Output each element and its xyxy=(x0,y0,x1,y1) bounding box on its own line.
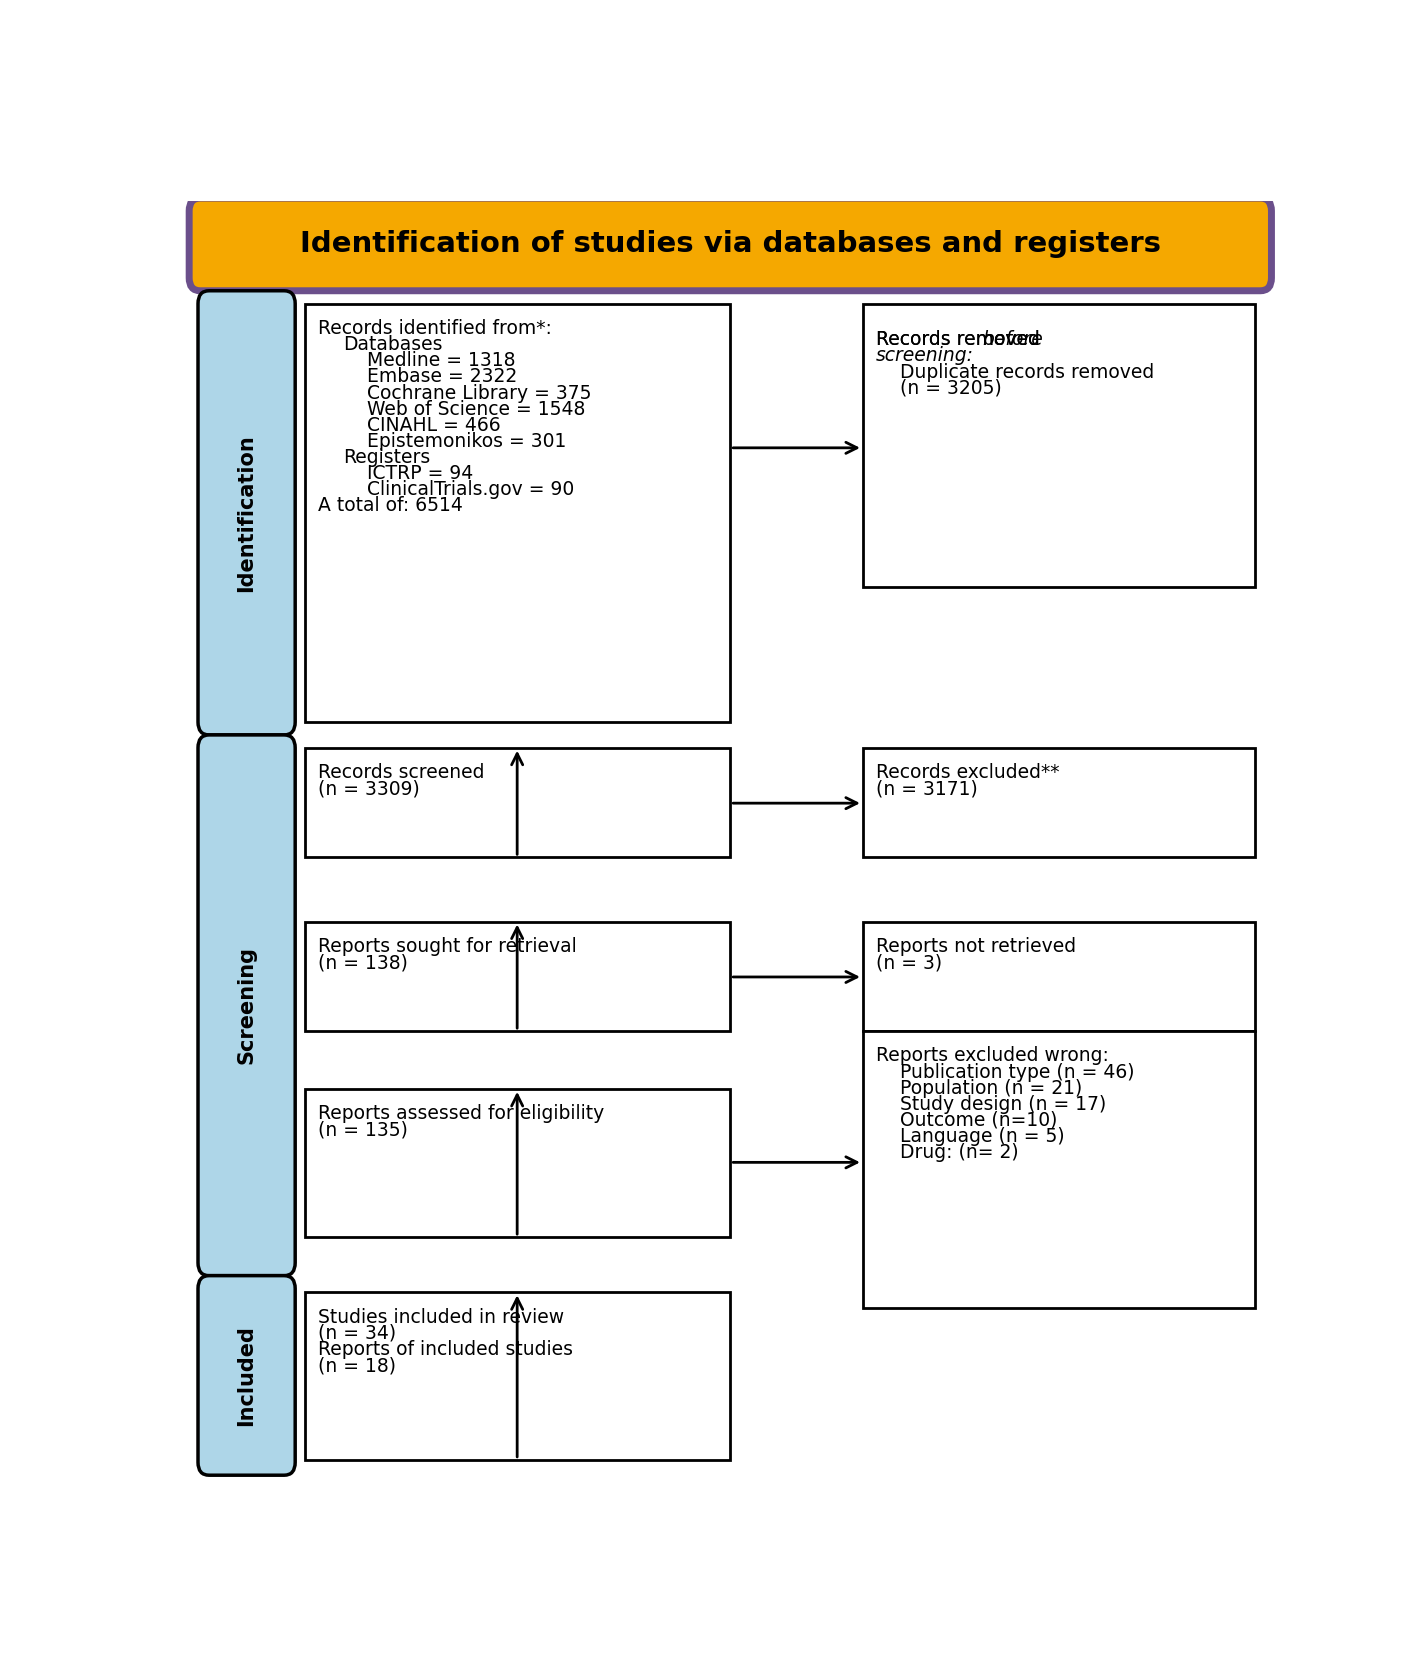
Text: ICTRP = 94: ICTRP = 94 xyxy=(368,465,473,483)
FancyBboxPatch shape xyxy=(305,304,730,722)
FancyBboxPatch shape xyxy=(862,304,1255,587)
Text: Reports sought for retrieval: Reports sought for retrieval xyxy=(318,936,577,956)
Text: Outcome (n=10): Outcome (n=10) xyxy=(901,1110,1057,1130)
FancyBboxPatch shape xyxy=(198,1276,295,1475)
Text: Records removed: Records removed xyxy=(876,331,1046,349)
Text: screening:: screening: xyxy=(876,346,975,366)
Text: Registers: Registers xyxy=(342,448,430,466)
FancyBboxPatch shape xyxy=(198,736,295,1276)
Text: Population (n = 21): Population (n = 21) xyxy=(901,1078,1083,1099)
Text: Studies included in review: Studies included in review xyxy=(318,1308,564,1328)
Text: (n = 34): (n = 34) xyxy=(318,1324,396,1343)
Text: Language (n = 5): Language (n = 5) xyxy=(901,1127,1064,1145)
Text: Identification of studies via databases and registers: Identification of studies via databases … xyxy=(299,231,1161,259)
Text: Embase = 2322: Embase = 2322 xyxy=(368,368,517,386)
Text: (n = 3205): (n = 3205) xyxy=(901,378,1002,398)
Text: Reports not retrieved: Reports not retrieved xyxy=(876,936,1076,956)
Text: (n = 3): (n = 3) xyxy=(876,953,942,971)
Text: Web of Science = 1548: Web of Science = 1548 xyxy=(368,400,586,418)
Text: ClinicalTrials.gov = 90: ClinicalTrials.gov = 90 xyxy=(368,480,574,500)
Text: before: before xyxy=(983,331,1043,349)
Text: Included: Included xyxy=(237,1324,256,1426)
FancyBboxPatch shape xyxy=(862,921,1255,1032)
Text: (n = 3309): (n = 3309) xyxy=(318,779,420,798)
Text: Records excluded**: Records excluded** xyxy=(876,762,1060,782)
Text: (n = 3171): (n = 3171) xyxy=(876,779,978,798)
Text: (n = 138): (n = 138) xyxy=(318,953,408,971)
Text: Study design (n = 17): Study design (n = 17) xyxy=(901,1095,1107,1114)
Text: Duplicate records removed: Duplicate records removed xyxy=(901,363,1154,381)
FancyBboxPatch shape xyxy=(305,747,730,858)
Text: Records removed ​: Records removed ​ xyxy=(876,331,1046,349)
FancyBboxPatch shape xyxy=(305,921,730,1032)
FancyBboxPatch shape xyxy=(862,1032,1255,1308)
Text: Screening: Screening xyxy=(237,946,256,1065)
FancyBboxPatch shape xyxy=(190,197,1271,291)
FancyBboxPatch shape xyxy=(305,1292,730,1460)
Text: Records identified from*:: Records identified from*: xyxy=(318,319,553,338)
Text: Records removed: Records removed xyxy=(876,331,1046,349)
FancyBboxPatch shape xyxy=(305,1088,730,1237)
Text: CINAHL = 466: CINAHL = 466 xyxy=(368,416,500,435)
Text: (n = 135): (n = 135) xyxy=(318,1120,408,1140)
Text: Records screened: Records screened xyxy=(318,762,484,782)
Text: Publication type (n = 46): Publication type (n = 46) xyxy=(901,1063,1134,1082)
Text: Medline = 1318: Medline = 1318 xyxy=(368,351,516,370)
Text: Epistemonikos = 301: Epistemonikos = 301 xyxy=(368,431,566,451)
Text: Identification: Identification xyxy=(237,435,256,592)
FancyBboxPatch shape xyxy=(862,747,1255,858)
FancyBboxPatch shape xyxy=(198,291,295,736)
Text: A total of: 6514: A total of: 6514 xyxy=(318,497,463,515)
Text: Drug: (n= 2): Drug: (n= 2) xyxy=(901,1144,1019,1162)
Text: Reports excluded wrong:: Reports excluded wrong: xyxy=(876,1047,1109,1065)
Text: Databases: Databases xyxy=(342,334,442,354)
Text: Reports assessed for eligibility: Reports assessed for eligibility xyxy=(318,1105,604,1124)
Text: Reports of included studies: Reports of included studies xyxy=(318,1339,573,1359)
Text: (n = 18): (n = 18) xyxy=(318,1356,396,1374)
Text: Cochrane Library = 375: Cochrane Library = 375 xyxy=(368,383,591,403)
